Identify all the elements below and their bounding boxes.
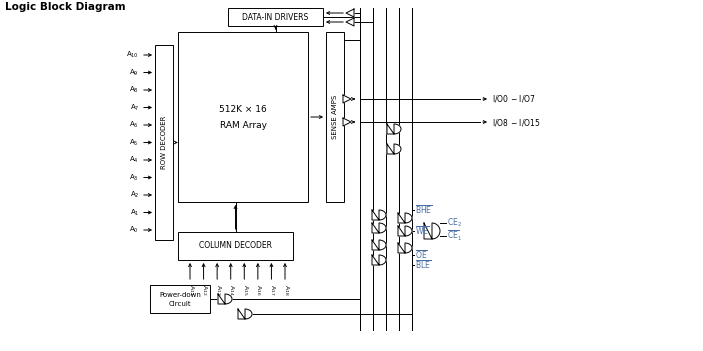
Text: $\overline{\rm CE}_1$: $\overline{\rm CE}_1$ (447, 229, 462, 243)
Polygon shape (387, 124, 401, 134)
Text: A$_{5}$: A$_{5}$ (129, 137, 139, 148)
Polygon shape (218, 294, 232, 304)
Text: A$_{9}$: A$_{9}$ (129, 67, 139, 78)
Text: A$_{17}$: A$_{17}$ (268, 284, 277, 296)
Bar (326, 32, 344, 202)
Text: A$_{7}$: A$_{7}$ (129, 102, 139, 113)
Text: COLUMN DECODER: COLUMN DECODER (199, 241, 272, 251)
Polygon shape (238, 309, 252, 319)
Bar (155, 45, 173, 240)
Text: A$_{0}$: A$_{0}$ (129, 225, 139, 235)
Polygon shape (372, 240, 386, 250)
Text: A$_{6}$: A$_{6}$ (129, 120, 139, 130)
Polygon shape (372, 255, 386, 265)
Polygon shape (343, 118, 351, 126)
Text: Power-down: Power-down (159, 292, 201, 298)
Text: $\overline{\rm WE}$: $\overline{\rm WE}$ (415, 225, 430, 237)
Text: A$_{8}$: A$_{8}$ (129, 85, 139, 95)
Text: $\overline{\rm BLE}$: $\overline{\rm BLE}$ (415, 259, 432, 271)
Text: I/O8 $-$ I/O15: I/O8 $-$ I/O15 (492, 117, 541, 127)
Text: CE$_2$: CE$_2$ (447, 217, 462, 229)
Text: A$_{3}$: A$_{3}$ (129, 172, 139, 183)
Text: A$_{4}$: A$_{4}$ (129, 155, 139, 165)
Text: A$_{12}$: A$_{12}$ (200, 284, 209, 296)
Text: $\overline{\rm OE}$: $\overline{\rm OE}$ (415, 249, 428, 261)
Polygon shape (346, 18, 354, 26)
Text: I/O0 $-$ I/O7: I/O0 $-$ I/O7 (492, 93, 536, 105)
Text: $\overline{\rm BHE}$: $\overline{\rm BHE}$ (415, 204, 433, 216)
Bar (178, 232, 293, 260)
Text: A$_{16}$: A$_{16}$ (254, 284, 264, 296)
Text: Logic Block Diagram: Logic Block Diagram (5, 2, 126, 12)
Polygon shape (398, 226, 412, 236)
Text: A$_{2}$: A$_{2}$ (129, 190, 139, 200)
Bar (178, 32, 308, 202)
Text: A$_{13}$: A$_{13}$ (214, 284, 223, 296)
Text: A$_{11}$: A$_{11}$ (186, 284, 195, 296)
Text: Circuit: Circuit (169, 301, 191, 307)
Text: SENSE AMPS: SENSE AMPS (332, 95, 338, 139)
Text: A$_{18}$: A$_{18}$ (281, 284, 290, 296)
Text: 512K × 16: 512K × 16 (219, 105, 267, 113)
Polygon shape (343, 95, 351, 103)
Text: A$_{15}$: A$_{15}$ (241, 284, 250, 296)
Polygon shape (387, 144, 401, 154)
Bar (150, 285, 210, 313)
Text: DATA-IN DRIVERS: DATA-IN DRIVERS (243, 13, 309, 21)
Polygon shape (398, 213, 412, 223)
Polygon shape (372, 223, 386, 233)
Polygon shape (424, 223, 440, 239)
Polygon shape (346, 9, 354, 17)
Bar (228, 8, 323, 26)
Text: ROW DECODER: ROW DECODER (161, 116, 167, 169)
Polygon shape (372, 210, 386, 220)
Text: RAM Array: RAM Array (219, 120, 266, 130)
Text: A$_{14}$: A$_{14}$ (227, 284, 236, 296)
Polygon shape (398, 243, 412, 253)
Text: A$_{10}$: A$_{10}$ (126, 50, 139, 60)
Text: A$_{1}$: A$_{1}$ (129, 207, 139, 218)
